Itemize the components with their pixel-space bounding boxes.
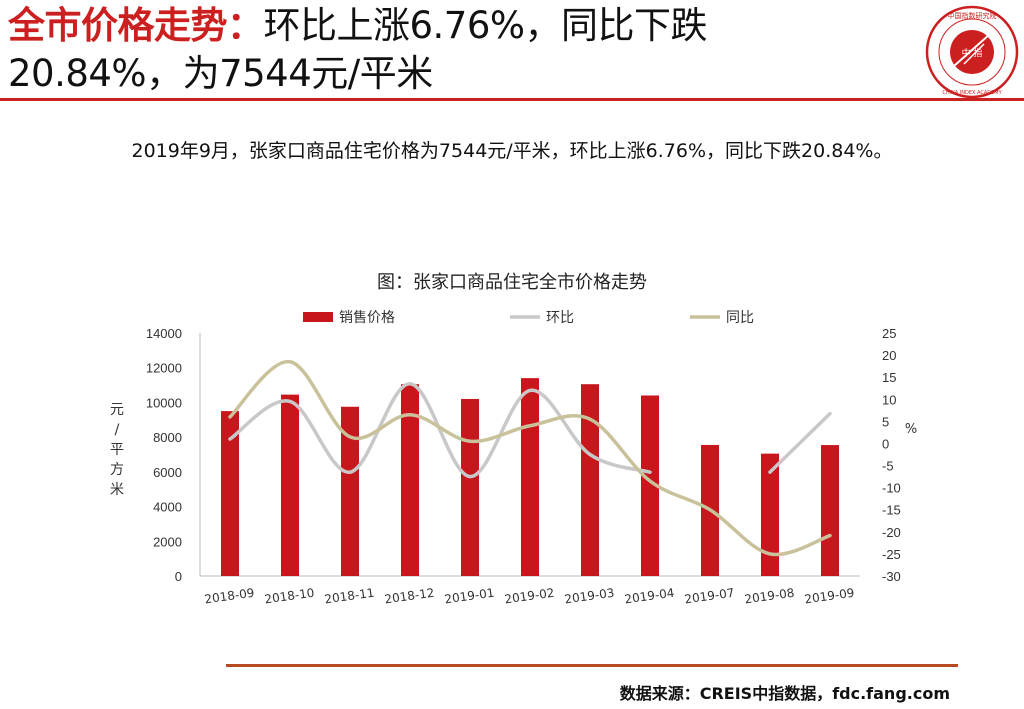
x-tick-label: 2018-12 xyxy=(384,586,436,607)
x-tick-label: 2019-04 xyxy=(624,586,676,607)
legend-label: 环比 xyxy=(546,310,574,326)
left-tick-label: 10000 xyxy=(146,395,182,410)
right-tick-label: 10 xyxy=(882,392,896,407)
right-tick-label: 0 xyxy=(882,436,889,451)
chart-title: 图：张家口商品住宅全市价格走势 xyxy=(377,272,647,293)
institute-logo: 中 指 中国指数研究院 CHINA INDEX ACADEMY xyxy=(925,5,1019,99)
title-divider xyxy=(0,98,1024,101)
right-tick-label: -5 xyxy=(882,459,894,474)
right-tick-label: 5 xyxy=(882,414,889,429)
left-tick-label: 0 xyxy=(175,569,182,584)
left-axis-label-char: 米 xyxy=(110,482,124,498)
right-tick-label: 20 xyxy=(882,348,896,363)
x-tick-label: 2019-07 xyxy=(684,586,736,607)
legend-label: 销售价格 xyxy=(339,310,395,326)
legend-swatch-bar xyxy=(303,312,333,322)
left-tick-label: 4000 xyxy=(153,500,182,515)
title-line2: 20.84%，为7544元/平米 xyxy=(8,52,433,95)
x-tick-label: 2019-08 xyxy=(744,586,796,607)
x-tick-label: 2018-09 xyxy=(204,586,256,607)
mom-line xyxy=(228,382,652,479)
logo-english-text: CHINA INDEX ACADEMY xyxy=(942,90,1002,96)
yoy-line xyxy=(228,359,832,557)
price-bar xyxy=(221,411,239,576)
price-bar xyxy=(401,384,419,576)
x-tick-label: 2019-09 xyxy=(804,586,856,607)
price-bar xyxy=(581,384,599,576)
left-tick-label: 12000 xyxy=(146,361,182,376)
data-source: 数据来源：CREIS中指数据，fdc.fang.com xyxy=(619,684,950,703)
left-axis-label-char: 方 xyxy=(110,462,124,478)
title-highlight: 全市价格走势： xyxy=(8,4,264,47)
left-axis-label-char: 平 xyxy=(110,442,124,458)
right-tick-label: -15 xyxy=(882,503,901,518)
bottom-divider xyxy=(226,664,958,667)
right-tick-label: 15 xyxy=(882,370,896,385)
right-tick-label: -30 xyxy=(882,569,901,584)
right-tick-label: -25 xyxy=(882,547,901,562)
left-axis-label-char: / xyxy=(115,422,120,438)
right-tick-label: -10 xyxy=(882,481,901,496)
x-tick-label: 2018-10 xyxy=(264,586,316,607)
logo-center-text: 中 指 xyxy=(962,47,983,59)
summary-text: 2019年9月，张家口商品住宅价格为7544元/平米，环比上涨6.76%，同比下… xyxy=(131,140,893,162)
legend-label: 同比 xyxy=(726,310,754,326)
left-tick-label: 8000 xyxy=(153,430,182,445)
title-line1-rest: 环比上涨6.76%，同比下跌 xyxy=(263,4,708,47)
price-bar xyxy=(281,394,299,576)
right-axis-label: % xyxy=(905,422,917,437)
mom-line xyxy=(768,411,832,474)
left-axis-label-char: 元 xyxy=(110,402,124,418)
price-bar xyxy=(341,406,359,576)
price-bar xyxy=(641,395,659,576)
page-title: 全市价格走势：环比上涨6.76%，同比下跌 20.84%，为7544元/平米 xyxy=(8,2,908,98)
price-bar xyxy=(521,378,539,576)
x-tick-label: 2018-11 xyxy=(324,586,376,607)
price-bar xyxy=(761,453,779,576)
right-tick-label: 25 xyxy=(882,326,896,341)
left-tick-label: 14000 xyxy=(146,326,182,341)
x-tick-label: 2019-02 xyxy=(504,586,556,607)
x-tick-label: 2019-01 xyxy=(444,586,496,607)
price-trend-chart: 0 2000 4000 6000 8000 10000 12000 14000 25 20 15 10… xyxy=(110,310,917,607)
price-bar xyxy=(461,398,479,576)
left-tick-label: 6000 xyxy=(153,465,182,480)
right-tick-label: -20 xyxy=(882,525,901,540)
left-tick-label: 2000 xyxy=(153,534,182,549)
logo-outer-text: 中国指数研究院 xyxy=(948,11,997,20)
x-tick-label: 2019-03 xyxy=(564,586,616,607)
price-bar xyxy=(821,445,839,576)
